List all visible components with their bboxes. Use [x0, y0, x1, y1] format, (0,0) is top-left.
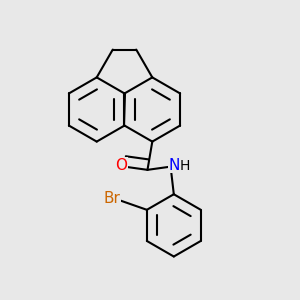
Text: Br: Br — [103, 191, 120, 206]
Text: H: H — [180, 159, 190, 173]
Text: O: O — [115, 158, 127, 172]
Text: N: N — [169, 158, 180, 172]
